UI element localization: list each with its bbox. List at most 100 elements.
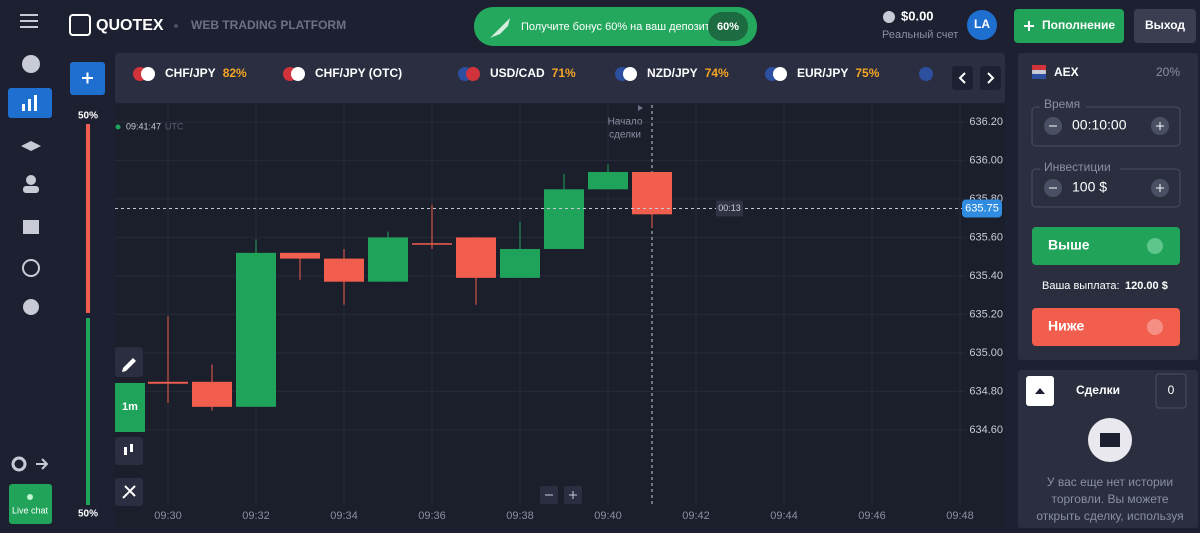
ticker-name[interactable]: CHF/JPY (OTC) xyxy=(315,66,402,80)
flag-stripe xyxy=(1032,74,1046,79)
avatar[interactable] xyxy=(967,10,997,40)
price-box xyxy=(962,199,1002,218)
flag xyxy=(141,67,155,81)
candle-body xyxy=(632,171,672,215)
price-label: 635.75 xyxy=(965,202,999,214)
candle-icon xyxy=(124,444,133,455)
chart-icon xyxy=(22,95,37,111)
x-tick-label: 09:36 xyxy=(418,510,446,522)
candle-body xyxy=(368,237,408,282)
down-button-text: Ниже xyxy=(1048,318,1084,334)
rocket-icon xyxy=(490,18,510,38)
ticker-payout: 74% xyxy=(705,66,729,80)
empty-message: открыть сделку, используя xyxy=(1036,509,1183,523)
ticker-next[interactable] xyxy=(980,66,1001,90)
separator xyxy=(174,24,178,28)
ticker-name[interactable]: EUR/JPY xyxy=(797,66,848,80)
logo-icon xyxy=(69,14,91,36)
y-tick-label: 635.40 xyxy=(969,270,1003,282)
candle-body xyxy=(412,243,452,245)
profile-icon[interactable] xyxy=(26,175,36,185)
settings-icon[interactable] xyxy=(11,456,27,472)
time-field[interactable] xyxy=(1031,106,1181,147)
live-dot xyxy=(115,124,121,130)
bonus-text: Получите бонус 60% на ваш депозит xyxy=(521,21,710,33)
y-tick-label: 636.20 xyxy=(969,116,1003,128)
down-share: 50% xyxy=(78,111,98,122)
candle-body xyxy=(280,252,320,259)
down-button[interactable] xyxy=(1032,308,1180,346)
balance: $0.00 xyxy=(901,8,934,23)
y-tick-label: 635.00 xyxy=(969,347,1003,359)
candle-body xyxy=(148,381,188,384)
x-tick-label: 09:34 xyxy=(330,510,358,522)
bonus-pill xyxy=(708,12,748,41)
up-button[interactable] xyxy=(1032,227,1180,265)
y-tick-label: 635.20 xyxy=(969,308,1003,320)
trades-count: 0 xyxy=(1168,383,1175,397)
timeframe: 1m xyxy=(122,401,138,413)
avatar-text: LA xyxy=(974,17,990,31)
flag xyxy=(919,67,933,81)
deposit-button[interactable] xyxy=(1014,9,1124,43)
time-value: 00:10:00 xyxy=(1072,117,1127,133)
logout-button[interactable] xyxy=(1134,9,1196,43)
chart-type-button[interactable] xyxy=(115,437,143,465)
live-chat-button[interactable] xyxy=(9,484,52,524)
candle-body xyxy=(588,171,628,190)
deposit-text: Пополнение xyxy=(1042,18,1115,32)
tagline: WEB TRADING PLATFORM xyxy=(191,18,346,32)
ticker-bar xyxy=(115,53,1005,103)
asset[interactable]: AEX xyxy=(1054,65,1079,79)
market-icon[interactable] xyxy=(23,220,39,234)
trade-start-marker xyxy=(638,105,643,111)
pencil-icon xyxy=(122,358,136,372)
asset-payout: 20% xyxy=(1156,65,1180,79)
candle-body xyxy=(192,381,232,407)
y-tick-label: 636.00 xyxy=(969,154,1003,166)
x-tick-label: 09:46 xyxy=(858,510,886,522)
signal-icon[interactable] xyxy=(22,259,40,277)
empty-message: У вас еще нет истории xyxy=(1047,475,1173,489)
ticker-prev[interactable] xyxy=(952,66,973,90)
x-tick-label: 09:48 xyxy=(946,510,974,522)
timeframe-button[interactable] xyxy=(115,383,145,432)
investment-value: 100 $ xyxy=(1072,179,1107,195)
trade-start-label: Начало xyxy=(608,117,643,128)
bonus-banner[interactable] xyxy=(474,7,757,46)
trades-count-box xyxy=(1155,373,1187,409)
profile-icon-body xyxy=(23,186,39,193)
up-share-bar xyxy=(86,318,90,505)
account-type: Реальный счет xyxy=(882,29,958,41)
x-tick-label: 09:44 xyxy=(770,510,798,522)
chevron xyxy=(987,72,995,84)
candle-body xyxy=(544,189,584,249)
x-tick-label: 09:40 xyxy=(594,510,622,522)
education-icon[interactable] xyxy=(21,141,41,151)
legend-bg xyxy=(1040,99,1086,111)
plus-icon xyxy=(82,72,93,84)
x-tick-label: 09:42 xyxy=(682,510,710,522)
plus-icon xyxy=(1156,184,1164,192)
x-tick-label: 09:38 xyxy=(506,510,534,522)
ticker-name[interactable]: CHF/JPY xyxy=(165,66,216,80)
timer: 00:13 xyxy=(718,203,741,213)
live-chat-text: Live chat xyxy=(12,505,49,515)
timezone: UTC xyxy=(165,121,184,131)
logo: QUOTEX xyxy=(96,17,164,34)
menu-icon[interactable] xyxy=(20,14,38,28)
x-tick-label: 09:30 xyxy=(154,510,182,522)
server-time: 09:41:47 xyxy=(126,121,161,131)
ticker-name[interactable]: NZD/JPY xyxy=(647,66,698,80)
help-icon[interactable] xyxy=(22,55,40,73)
tool-icon xyxy=(122,485,136,499)
y-tick-label: 635.60 xyxy=(969,231,1003,243)
coins-icon[interactable] xyxy=(23,299,39,315)
candle-body xyxy=(456,237,496,278)
logout-arrow[interactable] xyxy=(36,458,49,470)
ticker-payout: 71% xyxy=(552,66,576,80)
account-dropdown[interactable] xyxy=(883,11,895,23)
candles: 00:13 635.75 xyxy=(115,164,1002,411)
ticker-name[interactable]: USD/CAD xyxy=(490,66,545,80)
